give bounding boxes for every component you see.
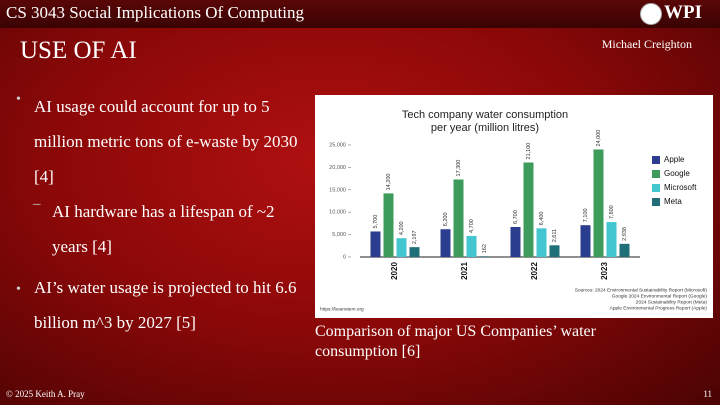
bar [523,162,534,257]
author: Michael Creighton [601,37,692,51]
value-label: 24,000 [596,130,602,147]
value-label: 6,400 [539,212,545,226]
y-tick-label: 5,000 [332,232,346,238]
logo-text: WPI [664,2,702,23]
bullet-dot: • [16,282,21,297]
copyright: © 2025 Keith A. Pray [6,389,85,399]
legend-swatch [652,184,660,192]
bar [396,238,407,257]
x-tick-label: 2021 [460,262,469,280]
value-label: 4,200 [399,221,405,235]
source-note: 2024 Sustainability Report (Meta) [636,299,708,305]
source-url: https://beanstem.org [320,306,364,312]
legend-label: Microsoft [664,183,697,192]
bar [370,231,381,257]
bar [580,225,591,257]
chart-title: Tech company water consumption [402,109,568,121]
legend-label: Google [664,169,690,178]
y-tick-label: 0 [343,254,346,260]
source-note: Google 2024 Environmental Report (Google… [612,293,708,299]
bar [466,235,477,257]
x-tick-label: 2020 [390,262,399,280]
value-label: 6,700 [513,210,519,224]
bar [619,243,630,257]
value-label: 2,938 [622,227,628,241]
header-bar [0,0,720,28]
course-title: CS 3043 Social Implications Of Computing [6,3,304,22]
chart-image: Tech company water consumption per year (… [315,95,713,318]
value-label: 17,300 [456,160,462,177]
value-label: 14,200 [386,174,392,191]
value-label: 2,197 [412,230,418,244]
y-tick-label: 25,000 [329,142,346,148]
logo-seal [640,3,662,25]
bar [453,179,464,257]
sub-bullet: AI hardware has a lifespan of ~2 years [… [52,202,275,256]
x-tick-label: 2023 [600,262,609,280]
bullet: AI usage could account for up to 5 milli… [34,97,298,186]
source-note: Apple Environmental Progress Report (App… [610,305,708,311]
x-tick-label: 2022 [530,262,539,280]
bullet: AI’s water usage is projected to hit 6.6… [34,278,297,332]
bar [440,229,451,257]
bar [593,149,604,257]
page-number: 11 [703,389,712,399]
sub-bullet-dash: – [33,196,41,212]
legend-swatch [652,198,660,206]
value-label: 162 [482,244,488,253]
bar [383,193,394,257]
bar [536,228,547,257]
caption: Comparison of major US Companies’ water … [315,323,596,360]
value-label: 6,200 [443,212,449,226]
y-tick-label: 10,000 [329,210,346,216]
value-label: 7,800 [609,205,615,219]
y-tick-label: 20,000 [329,165,346,171]
legend-swatch [652,156,660,164]
value-label: 2,611 [552,229,558,242]
value-label: 5,700 [373,215,379,229]
value-label: 4,700 [469,219,475,233]
bar [409,247,420,257]
bullet-dot: • [16,92,21,107]
bar [510,226,521,257]
value-label: 7,100 [583,208,589,222]
bar [606,222,617,257]
value-label: 21,100 [526,143,532,160]
legend-swatch [652,170,660,178]
legend-label: Meta [664,197,682,206]
legend-label: Apple [664,155,685,164]
y-tick-label: 15,000 [329,187,346,193]
bar [549,245,560,257]
slide-title: USE OF AI [20,37,137,64]
bar [479,256,490,257]
chart-title: per year (million litres) [431,122,539,134]
source-note: Sources: 2024 Environmental Sustainabili… [575,287,708,293]
